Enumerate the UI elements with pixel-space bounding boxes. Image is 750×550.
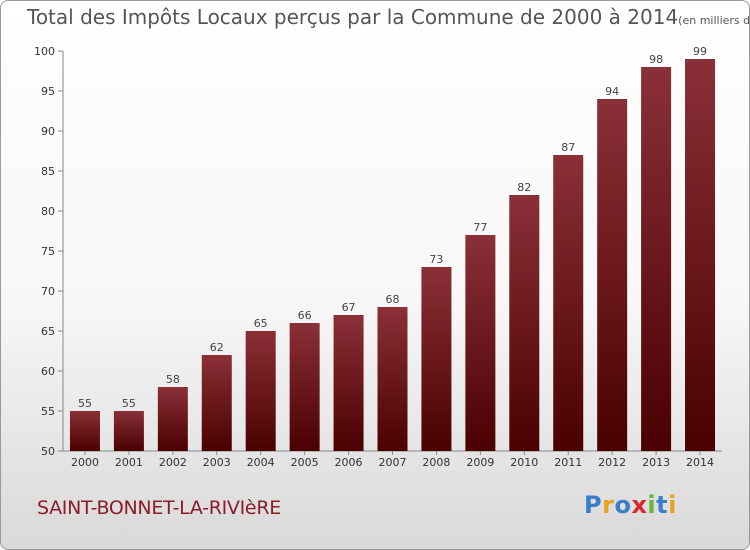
x-tick-label-2011: 2011 — [554, 456, 582, 469]
bar-2006 — [333, 315, 364, 451]
logo-letter: x — [631, 491, 648, 519]
logo-letter: t — [656, 491, 669, 519]
logo-letter: r — [602, 491, 615, 519]
chart-title: Total des Impôts Locaux perçus par la Co… — [27, 5, 750, 29]
logo-letter: i — [668, 491, 677, 519]
y-tick-label: 50 — [41, 445, 55, 458]
y-tick-label: 80 — [41, 205, 55, 218]
x-tick-label-2003: 2003 — [203, 456, 231, 469]
y-tick-label: 60 — [41, 365, 55, 378]
bar-2004 — [245, 331, 276, 451]
value-label-2009: 77 — [473, 221, 487, 234]
x-tick-label-2004: 2004 — [247, 456, 275, 469]
y-tick-label: 95 — [41, 85, 55, 98]
x-tick-label-2014: 2014 — [686, 456, 714, 469]
y-tick-label: 70 — [41, 285, 55, 298]
bar-2008 — [421, 267, 452, 451]
y-tick-label: 90 — [41, 125, 55, 138]
x-tick-label-2009: 2009 — [466, 456, 494, 469]
logo-letter: i — [647, 491, 657, 519]
bar-2002 — [157, 387, 188, 451]
x-tick-label-2006: 2006 — [335, 456, 363, 469]
value-label-2004: 65 — [254, 317, 268, 330]
value-label-2005: 66 — [298, 309, 312, 322]
logo-letter: o — [614, 491, 632, 519]
bar-2013 — [641, 67, 672, 451]
bar-2005 — [289, 323, 320, 451]
bar-2003 — [201, 355, 232, 451]
value-label-2001: 55 — [122, 397, 136, 410]
value-label-2010: 82 — [517, 181, 531, 194]
title-main: Total des Impôts Locaux perçus par la Co… — [27, 5, 679, 29]
x-tick-label-2005: 2005 — [291, 456, 319, 469]
y-tick-label: 100 — [34, 45, 55, 58]
value-label-2006: 67 — [342, 301, 356, 314]
bar-2012 — [597, 99, 628, 451]
bar-2000 — [69, 411, 100, 451]
y-tick-label: 65 — [41, 325, 55, 338]
bar-2014 — [685, 59, 716, 451]
y-tick-label: 85 — [41, 165, 55, 178]
x-axis: 2000 2001 2002 2003 2004 2005 2006 2007 2008 2009… — [63, 450, 722, 469]
value-label-2012: 94 — [605, 85, 619, 98]
value-label-2013: 98 — [649, 53, 663, 66]
x-tick-label-2008: 2008 — [422, 456, 450, 469]
y-tick-label: 55 — [41, 405, 55, 418]
bar-2001 — [113, 411, 144, 451]
value-label-2007: 68 — [386, 293, 400, 306]
bars: 55 55 58 62 65 66 67 68 73 77 82 87 94 98 99 — [69, 45, 716, 451]
x-tick-label-2013: 2013 — [642, 456, 670, 469]
x-tick-label-2012: 2012 — [598, 456, 626, 469]
title-unit: (en milliers d'€) — [678, 14, 750, 27]
proxiti-logo: Proxiti — [584, 491, 677, 519]
x-tick-label-2002: 2002 — [159, 456, 187, 469]
value-label-2000: 55 — [78, 397, 92, 410]
commune-name: SAINT-BONNET-LA-RIVIèRE — [37, 497, 281, 519]
value-label-2011: 87 — [561, 141, 575, 154]
y-axis: 50 55 60 65 70 75 80 85 90 95 100 — [34, 45, 64, 458]
y-tick-label: 75 — [41, 245, 55, 258]
value-label-2008: 73 — [429, 253, 443, 266]
x-tick-label-2007: 2007 — [379, 456, 407, 469]
bar-2011 — [553, 155, 584, 451]
bar-2009 — [465, 235, 496, 451]
x-tick-label-2000: 2000 — [71, 456, 99, 469]
bar-2007 — [377, 307, 408, 451]
bar-2010 — [509, 195, 540, 451]
value-label-2002: 58 — [166, 373, 180, 386]
x-tick-label-2001: 2001 — [115, 456, 143, 469]
logo-letter: P — [584, 491, 603, 519]
value-label-2003: 62 — [210, 341, 224, 354]
value-label-2014: 99 — [693, 45, 707, 58]
x-tick-label-2010: 2010 — [510, 456, 538, 469]
